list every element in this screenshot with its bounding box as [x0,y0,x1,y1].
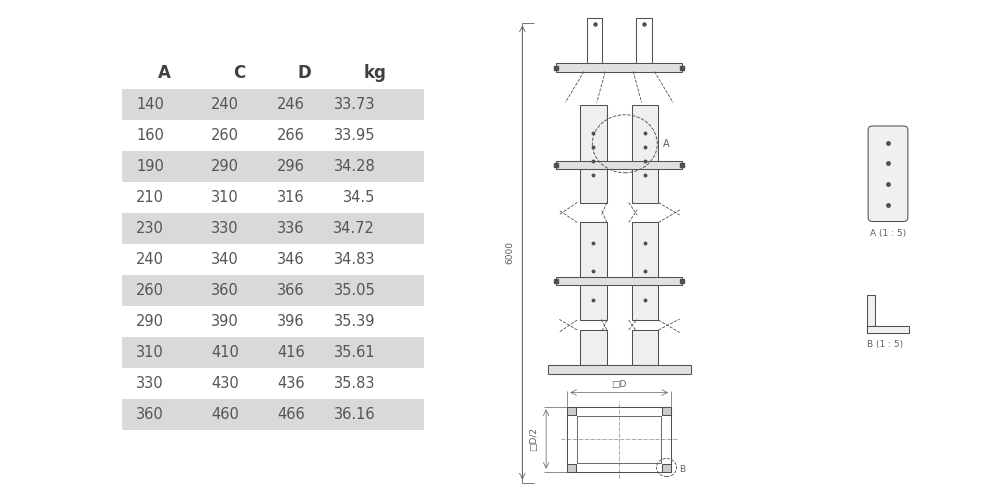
Bar [577,416,661,463]
Text: 35.61: 35.61 [334,345,375,360]
Text: 35.39: 35.39 [334,314,375,329]
Text: □D: □D [612,380,627,390]
Bar [567,464,576,471]
Bar [548,365,691,374]
Text: 336: 336 [277,221,305,236]
Text: 190: 190 [136,159,164,174]
Text: 140: 140 [136,97,164,112]
Text: 34.28: 34.28 [333,159,375,174]
Text: 36.16: 36.16 [334,407,375,422]
Text: 160: 160 [136,128,164,143]
Text: 360: 360 [211,283,239,298]
Bar [122,399,424,430]
Bar [632,222,658,320]
Bar [867,295,875,333]
Bar [122,213,424,244]
Text: A (1 : 5): A (1 : 5) [870,229,906,238]
Text: 260: 260 [136,283,164,298]
Text: 310: 310 [136,345,164,360]
Text: 290: 290 [136,314,164,329]
Bar [636,18,652,68]
Bar [867,326,909,332]
Text: B (1 : 5): B (1 : 5) [867,340,903,349]
Bar [122,151,424,182]
Text: 35.05: 35.05 [333,283,375,298]
Text: 436: 436 [277,376,305,391]
Text: 260: 260 [211,128,239,143]
Text: 430: 430 [211,376,239,391]
Bar [122,337,424,368]
Text: B: B [679,466,685,474]
Text: 33.95: 33.95 [334,128,375,143]
Text: A: A [663,138,670,149]
Bar [580,105,607,202]
Bar [122,89,424,120]
Text: 34.72: 34.72 [333,221,375,236]
Text: 240: 240 [136,252,164,267]
Bar [632,330,658,365]
Text: 416: 416 [277,345,305,360]
Text: 290: 290 [211,159,239,174]
Bar [662,406,671,414]
Text: A: A [158,64,170,82]
Text: 246: 246 [277,97,305,112]
Text: 296: 296 [277,159,305,174]
Text: 340: 340 [211,252,239,267]
Text: 6000: 6000 [506,241,514,264]
Text: 346: 346 [277,252,305,267]
Text: 34.83: 34.83 [334,252,375,267]
Text: 366: 366 [277,283,305,298]
Text: 240: 240 [211,97,239,112]
Text: 410: 410 [211,345,239,360]
Text: 360: 360 [136,407,164,422]
Text: 33.73: 33.73 [334,97,375,112]
Bar [580,330,607,365]
Text: kg: kg [364,64,387,82]
Text: 35.83: 35.83 [334,376,375,391]
Text: 460: 460 [211,407,239,422]
Bar [587,18,602,68]
Text: 466: 466 [277,407,305,422]
Bar [122,275,424,306]
Text: 266: 266 [277,128,305,143]
Bar [580,222,607,320]
Text: □D/2: □D/2 [529,427,538,451]
Bar [662,464,671,471]
Text: 330: 330 [211,221,239,236]
Text: 210: 210 [136,190,164,205]
Text: 310: 310 [211,190,239,205]
Bar [556,162,682,170]
Bar [556,277,682,285]
Bar [632,105,658,202]
Text: 390: 390 [211,314,239,329]
Text: C: C [233,64,245,82]
Text: 34.5: 34.5 [343,190,375,205]
Text: 330: 330 [136,376,164,391]
Bar [556,64,682,72]
Text: D: D [298,64,312,82]
Text: 316: 316 [277,190,305,205]
FancyBboxPatch shape [868,126,908,222]
Text: 230: 230 [136,221,164,236]
Bar [567,406,671,472]
Bar [567,406,576,414]
Text: 396: 396 [277,314,305,329]
